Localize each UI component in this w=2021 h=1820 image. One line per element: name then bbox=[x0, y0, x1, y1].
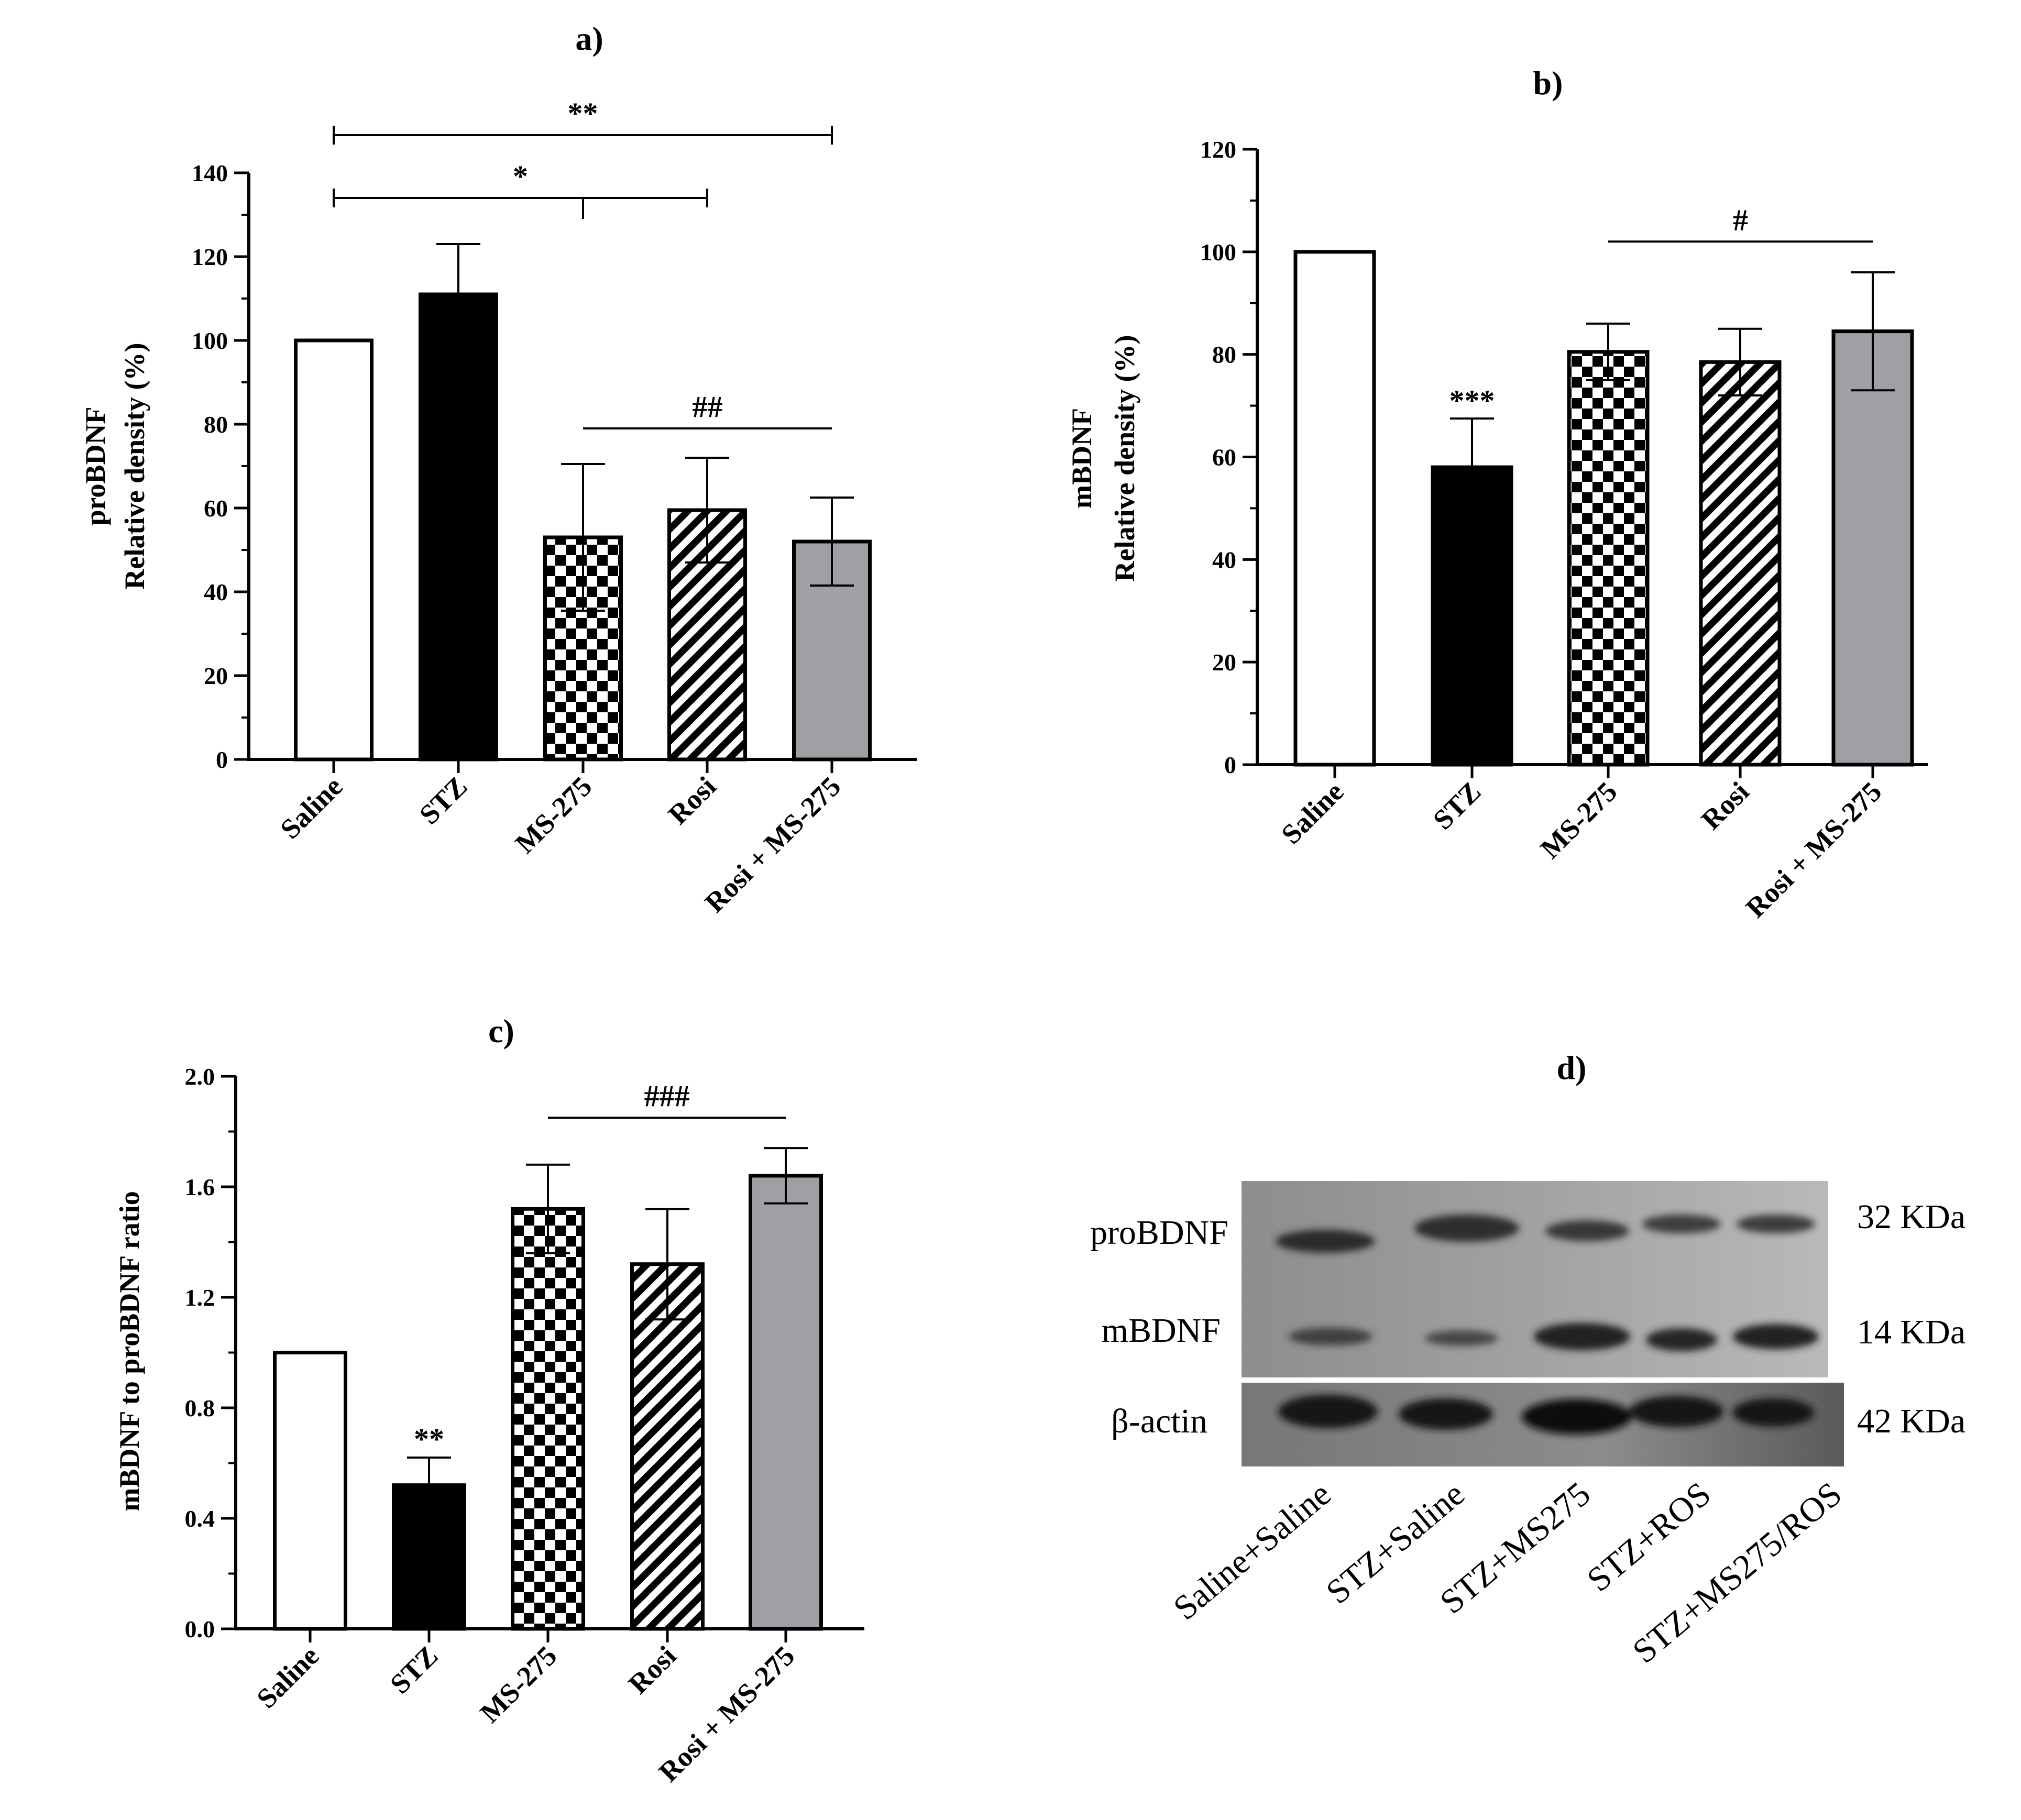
x-category-label: Saline bbox=[1275, 776, 1349, 850]
significance-marker: ### bbox=[644, 1079, 690, 1113]
band bbox=[1737, 1215, 1815, 1233]
significance-marker: ** bbox=[414, 1422, 444, 1456]
band bbox=[1289, 1328, 1372, 1345]
y-tick-label: 0 bbox=[1224, 752, 1236, 778]
y-tick-label: 0 bbox=[216, 746, 228, 773]
band bbox=[1733, 1324, 1819, 1349]
y-tick-label: 140 bbox=[192, 160, 228, 186]
band bbox=[1278, 1395, 1378, 1428]
band bbox=[1629, 1396, 1723, 1427]
y-tick-label: 20 bbox=[204, 663, 228, 689]
y-tick-label: 40 bbox=[1212, 546, 1236, 573]
chart-a-prbdnf: a) 0 20 40 60 80 100 120 140 proBDNF Relative dens… bbox=[80, 20, 917, 919]
bar bbox=[1293, 250, 1376, 767]
band-row-actin bbox=[1278, 1395, 1814, 1435]
chart-b-mbdnf: b) 0 20 40 60 80 100 120 mBDNF Relative density (… bbox=[1066, 64, 1928, 924]
y-tick-label: 0.4 bbox=[185, 1505, 215, 1532]
y-tick-label: 0.0 bbox=[185, 1616, 215, 1642]
blot-size-probdnf: 32 KDa bbox=[1857, 1198, 1965, 1236]
x-category-label: MS-275 bbox=[1534, 776, 1623, 865]
y-axis-title: mBDNF to proBDNF ratio bbox=[114, 1191, 145, 1511]
band bbox=[1414, 1215, 1519, 1242]
band bbox=[1425, 1330, 1498, 1346]
band bbox=[1276, 1230, 1375, 1253]
significance-marker: ** bbox=[568, 96, 598, 130]
band bbox=[1732, 1398, 1814, 1427]
bar bbox=[630, 1262, 705, 1631]
panel-label: c) bbox=[488, 1012, 514, 1050]
band bbox=[1646, 1328, 1717, 1351]
panel-label-d: d) bbox=[1557, 1049, 1587, 1086]
y-axis-title: Relative density (%) bbox=[1109, 335, 1140, 582]
panel-label: a) bbox=[575, 20, 603, 57]
y-tick-label: 40 bbox=[204, 579, 228, 605]
x-category-label: Rosi bbox=[662, 770, 722, 831]
significance-marker: ## bbox=[693, 390, 723, 424]
y-axis-title: proBDNF bbox=[80, 406, 111, 525]
x-category-label: MS-275 bbox=[474, 1640, 563, 1729]
x-category-label: Saline bbox=[274, 770, 348, 845]
band bbox=[1522, 1399, 1632, 1435]
bar bbox=[1831, 329, 1914, 767]
blot-row-label-actin: β-actin bbox=[1111, 1402, 1207, 1440]
chart-c-ratio: c) 0.0 0.4 0.8 1.2 1.6 2.0 mBDNF to proBDNF rat… bbox=[114, 1012, 864, 1788]
band bbox=[1545, 1220, 1629, 1241]
x-category-label: Rosi bbox=[1695, 776, 1755, 836]
x-category-label: MS-275 bbox=[509, 770, 598, 859]
band bbox=[1399, 1398, 1493, 1430]
significance-marker: # bbox=[1733, 203, 1748, 237]
bar bbox=[1699, 360, 1782, 767]
blot-membrane-top bbox=[1242, 1181, 1828, 1377]
x-category-label: Rosi + MS-275 bbox=[1740, 776, 1888, 924]
significance-marker: *** bbox=[1449, 383, 1495, 417]
band-row-probdnf bbox=[1276, 1215, 1815, 1253]
y-tick-label: 120 bbox=[1200, 136, 1236, 163]
y-axis-title: mBDNF bbox=[1066, 408, 1097, 509]
blot-size-mbdnf: 14 KDa bbox=[1857, 1313, 1965, 1351]
blot-lane-label: STZ+ROS bbox=[1580, 1475, 1718, 1600]
y-tick-label: 1.6 bbox=[185, 1174, 215, 1200]
y-tick-label: 20 bbox=[1212, 649, 1236, 676]
blot-row-label-mbdnf: mBDNF bbox=[1102, 1311, 1221, 1350]
x-category-label: STZ bbox=[413, 770, 474, 831]
x-category-label: Saline bbox=[250, 1640, 325, 1714]
blot-size-actin: 42 KDa bbox=[1857, 1402, 1965, 1440]
band-row-mbdnf bbox=[1289, 1323, 1819, 1351]
y-tick-label: 60 bbox=[1212, 444, 1236, 471]
y-tick-label: 60 bbox=[204, 495, 228, 522]
x-category-label: Rosi bbox=[622, 1640, 683, 1700]
x-category-label: STZ bbox=[1427, 776, 1487, 836]
y-tick-label: 1.2 bbox=[185, 1284, 215, 1311]
significance-marker: * bbox=[513, 159, 528, 193]
blot-row-label-probdnf: proBDNF bbox=[1090, 1214, 1228, 1252]
bar bbox=[1567, 350, 1650, 767]
band bbox=[1642, 1215, 1721, 1233]
bar bbox=[273, 1351, 347, 1631]
bar bbox=[749, 1174, 823, 1631]
y-tick-label: 2.0 bbox=[185, 1063, 215, 1090]
bar bbox=[511, 1207, 585, 1631]
y-axis-title: Relative density (%) bbox=[119, 343, 150, 590]
y-tick-label: 100 bbox=[192, 327, 228, 354]
x-category-label: STZ bbox=[384, 1640, 444, 1700]
band bbox=[1534, 1323, 1630, 1350]
y-tick-label: 100 bbox=[1200, 239, 1236, 266]
bar bbox=[294, 338, 374, 762]
y-tick-label: 80 bbox=[204, 411, 228, 438]
blot-lane-label: Saline+Saline bbox=[1166, 1475, 1338, 1628]
western-blot: d) proBDNF mBDNF β-actin bbox=[1090, 1049, 1965, 1671]
y-tick-label: 120 bbox=[192, 244, 228, 270]
bar bbox=[419, 292, 498, 762]
y-tick-label: 80 bbox=[1212, 341, 1236, 368]
panel-label: b) bbox=[1533, 64, 1563, 102]
y-tick-label: 0.8 bbox=[185, 1395, 215, 1421]
